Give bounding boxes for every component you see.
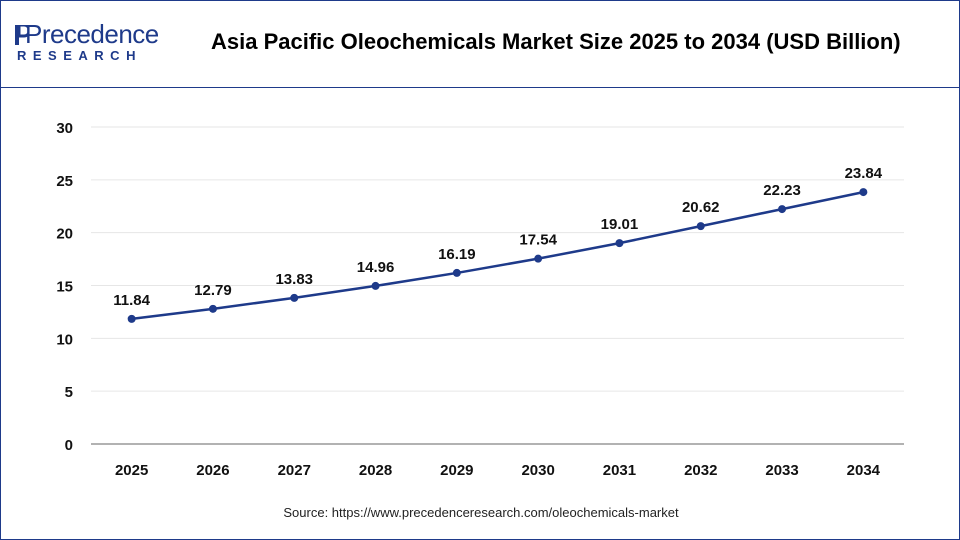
x-tick-label: 2030 <box>521 462 554 479</box>
y-tick-label: 5 <box>65 384 73 401</box>
source-note: Source: https://www.precedenceresearch.c… <box>283 505 679 520</box>
x-tick-label: 2029 <box>440 462 473 479</box>
data-label: 12.79 <box>194 282 232 299</box>
y-tick-label: 10 <box>56 331 73 348</box>
logo-tagline: RESEARCH <box>17 48 142 63</box>
x-tick-label: 2025 <box>115 462 148 479</box>
x-tick-label: 2033 <box>765 462 798 479</box>
data-label: 20.62 <box>682 199 720 216</box>
header: Precedence RESEARCH Asia Pacific Oleoche… <box>1 1 959 88</box>
y-tick-label: 30 <box>56 120 73 137</box>
data-point <box>290 293 299 302</box>
data-label: 16.19 <box>438 246 476 263</box>
data-label: 11.84 <box>113 292 150 309</box>
logo-mark-icon <box>15 25 29 45</box>
chart-title: Asia Pacific Oleochemicals Market Size 2… <box>211 29 901 54</box>
data-label: 14.96 <box>357 259 395 276</box>
data-point <box>859 188 868 197</box>
data-point <box>696 222 705 231</box>
x-tick-label: 2026 <box>196 462 229 479</box>
data-label: 13.83 <box>275 271 313 288</box>
data-label: 17.54 <box>519 232 557 249</box>
data-point <box>208 304 217 313</box>
data-point <box>371 281 380 290</box>
x-tick-label: 2032 <box>684 462 717 479</box>
logo-wordmark: Precedence <box>25 19 159 49</box>
data-point <box>778 205 787 214</box>
logo: Precedence RESEARCH <box>15 17 175 67</box>
y-tick-label: 20 <box>56 226 73 243</box>
x-tick-label: 2031 <box>603 462 636 479</box>
data-point <box>127 314 136 323</box>
data-point <box>534 254 543 263</box>
x-tick-label: 2028 <box>359 462 392 479</box>
data-label: 23.84 <box>845 165 883 182</box>
x-tick-label: 2034 <box>847 462 881 479</box>
series-line <box>131 190 864 321</box>
data-label: 19.01 <box>601 216 639 233</box>
data-label: 22.23 <box>763 182 801 199</box>
y-tick-label: 25 <box>56 173 73 190</box>
y-tick-label: 15 <box>56 279 73 296</box>
y-tick-label: 0 <box>65 437 73 454</box>
x-tick-label: 2027 <box>278 462 311 479</box>
data-point <box>615 239 624 248</box>
data-point <box>452 268 461 277</box>
